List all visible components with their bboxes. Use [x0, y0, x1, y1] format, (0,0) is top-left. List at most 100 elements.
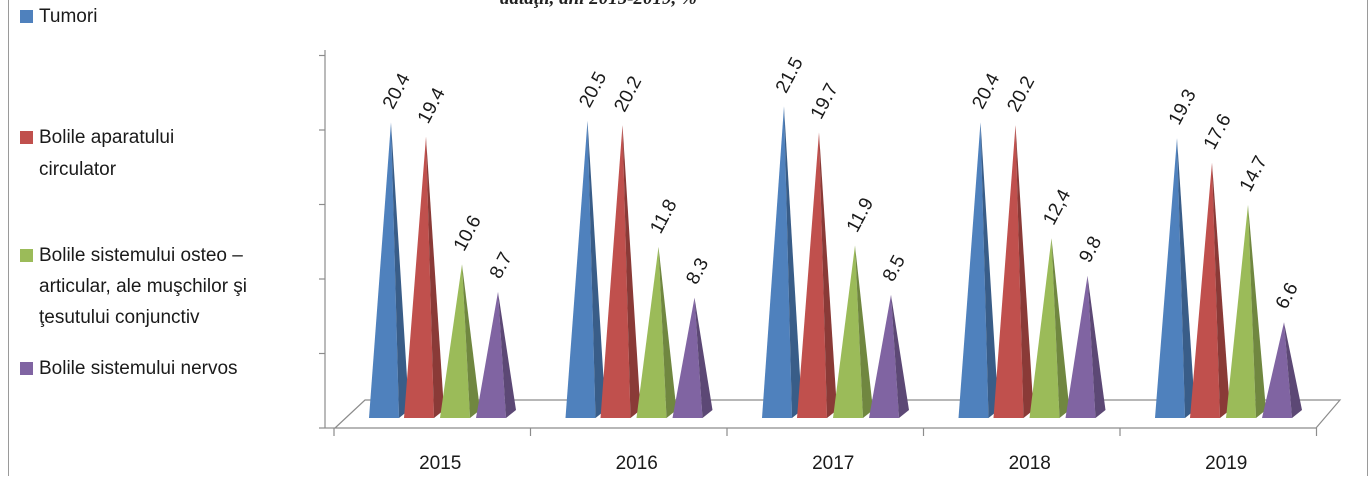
- bar-side-face: [694, 297, 713, 418]
- bars-layer: [369, 106, 1302, 418]
- bar-osteo-2016: [636, 246, 677, 418]
- data-label-nervos-2017: 8.5: [879, 252, 910, 285]
- data-label-circulator-2015: 19.4: [414, 84, 450, 127]
- bar-front-face: [476, 291, 506, 418]
- bar-nervos-2017: [869, 294, 909, 418]
- bar-side-face: [980, 122, 999, 418]
- bar-front-face: [404, 136, 434, 418]
- bar-front-face: [958, 122, 989, 418]
- bar-circulator-2015: [404, 136, 444, 418]
- bar-front-face: [440, 264, 470, 418]
- legend-swatch-tumori: [20, 10, 33, 23]
- legend-label-osteo: Bolile sistemului osteo – articular, ale…: [39, 245, 248, 328]
- category-label-2015: 2015: [419, 453, 461, 474]
- bar-front-face: [833, 245, 863, 418]
- bar-circulator-2019: [1190, 162, 1230, 418]
- bar-front-face: [1190, 162, 1220, 418]
- bar-side-face: [498, 291, 516, 418]
- bar-front-face: [1226, 204, 1256, 418]
- bar-circulator-2016: [600, 125, 641, 418]
- legend-label-circulator: Bolile aparatului circulator: [39, 127, 175, 180]
- bar-front-face: [1262, 322, 1292, 418]
- bar-side-face: [587, 120, 606, 418]
- bar-side-face: [819, 132, 837, 418]
- bar-osteo-2018: [1029, 238, 1070, 418]
- data-label-nervos-2018: 9.8: [1075, 233, 1106, 266]
- bar-front-face: [797, 132, 827, 418]
- bar-front-face: [869, 294, 899, 418]
- bar-side-face: [622, 125, 641, 418]
- data-label-nervos-2019: 6.6: [1272, 279, 1303, 312]
- bar-front-face: [1029, 238, 1060, 418]
- data-label-circulator-2017: 19.7: [807, 80, 843, 123]
- category-label-2019: 2019: [1205, 453, 1247, 474]
- data-label-circulator-2016: 20.2: [610, 73, 646, 116]
- legend-label-nervos: Bolile sistemului nervos: [39, 358, 238, 379]
- category-label-2016: 2016: [616, 453, 658, 474]
- chart-frame: [8, 0, 1368, 476]
- chart-title: dataţii, ani 2015-2019, %: [500, 0, 697, 10]
- bar-tumori-2016: [565, 120, 606, 418]
- data-label-tumori-2016: 20.5: [575, 69, 611, 112]
- bar-side-face: [426, 136, 444, 418]
- bar-side-face: [1212, 162, 1230, 418]
- bar-circulator-2018: [993, 125, 1034, 418]
- bar-osteo-2015: [440, 264, 480, 418]
- bar-front-face: [565, 120, 596, 418]
- bar-side-face: [891, 294, 909, 418]
- axis-layer: [319, 50, 1342, 436]
- data-labels-layer: 20.4 20.5 21.5 20.4 19.3 19.4 20.2 19.7 20.2 17.6…: [379, 54, 1303, 313]
- data-label-circulator-2019: 17.6: [1200, 111, 1236, 154]
- floor-plane: [333, 399, 1342, 429]
- category-label-2018: 2018: [1009, 453, 1051, 474]
- bar-circulator-2017: [797, 132, 837, 418]
- category-labels-layer: 2015 2016 2017 2018 2019: [419, 453, 1247, 474]
- legend-swatch-osteo: [20, 249, 33, 262]
- bar-front-face: [672, 297, 703, 418]
- bar-front-face: [369, 122, 399, 418]
- bar-tumori-2017: [762, 106, 802, 418]
- bar-front-face: [993, 125, 1024, 418]
- bar-side-face: [1248, 204, 1266, 418]
- bar-front-face: [636, 246, 667, 418]
- bar-side-face: [1284, 322, 1302, 418]
- bar-tumori-2019: [1155, 138, 1195, 418]
- data-label-nervos-2015: 8.7: [486, 249, 517, 282]
- data-label-osteo-2016: 11.8: [646, 196, 681, 237]
- bar-tumori-2015: [369, 122, 409, 418]
- bar-nervos-2016: [672, 297, 713, 418]
- category-label-2017: 2017: [812, 453, 854, 474]
- bar-side-face: [855, 245, 873, 418]
- bar-nervos-2019: [1262, 322, 1302, 418]
- data-label-nervos-2016: 8.3: [682, 255, 713, 288]
- data-label-tumori-2015: 20.4: [379, 70, 415, 113]
- bar-osteo-2019: [1226, 204, 1266, 418]
- data-label-osteo-2015: 10.6: [450, 212, 486, 255]
- bar-nervos-2018: [1065, 275, 1106, 418]
- data-label-osteo-2017: 11.9: [843, 195, 878, 236]
- legend-swatch-circulator: [20, 131, 33, 144]
- data-label-tumori-2019: 19.3: [1165, 86, 1201, 129]
- bar-side-face: [1087, 275, 1106, 418]
- bar-front-face: [600, 125, 631, 418]
- legend-swatch-nervos: [20, 362, 33, 375]
- data-label-osteo-2019: 14.7: [1236, 153, 1272, 196]
- bar-side-face: [1177, 138, 1195, 418]
- data-label-tumori-2018: 20.4: [968, 70, 1004, 113]
- legend-label-tumori: Tumori: [39, 6, 98, 27]
- bar-nervos-2015: [476, 291, 516, 418]
- data-label-osteo-2018: 12,4: [1039, 186, 1075, 229]
- bar-front-face: [762, 106, 792, 418]
- data-label-circulator-2018: 20.2: [1003, 73, 1039, 116]
- bar-side-face: [658, 246, 677, 418]
- bar-front-face: [1065, 275, 1096, 418]
- bar-front-face: [1155, 138, 1185, 418]
- bar-side-face: [391, 122, 409, 418]
- bar-tumori-2018: [958, 122, 999, 418]
- bar-side-face: [1015, 125, 1034, 418]
- bar-side-face: [1051, 238, 1070, 418]
- bar-osteo-2017: [833, 245, 873, 418]
- bar-side-face: [462, 264, 480, 418]
- bar-side-face: [784, 106, 802, 418]
